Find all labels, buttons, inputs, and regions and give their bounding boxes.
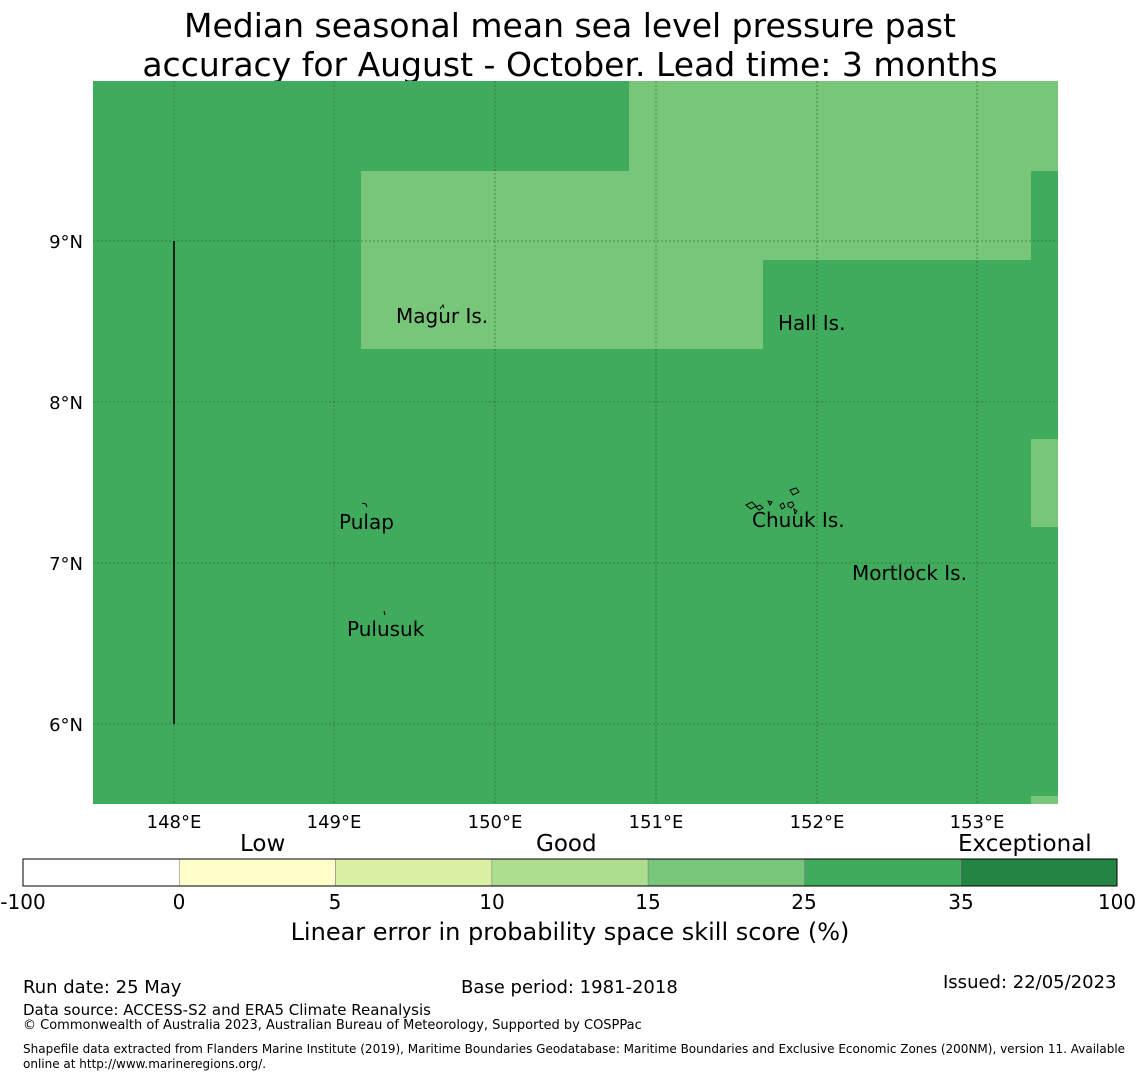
lon-tick-152e: 152°E [790,812,845,833]
lon-tick-150e: 150°E [468,812,523,833]
colorbar-cell [178,858,336,887]
place-label-mortlock: Mortlock Is. [852,561,967,585]
place-label-pulusuk: Pulusuk [347,617,425,641]
colorbar [22,858,1118,887]
colorbar-cell [960,858,1118,887]
colorbar-tick: -100 [0,890,46,914]
place-label-pulap: Pulap [339,510,394,534]
chart-title-line-1: Median seasonal mean sea level pressure … [184,6,956,45]
colorbar-cell [804,858,962,887]
run-date: Run date: 25 May [23,977,182,998]
skill-patch-15-25-east [1031,439,1058,527]
pulusuk-island [383,610,386,616]
place-label-chuuk: Chuuk Is. [752,508,845,532]
colorbar-cell [22,858,180,887]
shapefile-credit-line-1: Shapefile data extracted from Flanders M… [23,1042,1126,1056]
colorbar-tick: 35 [948,890,974,914]
colorbar-tick: 15 [635,890,661,914]
colorbar-tick: 0 [172,890,186,914]
chuuk-lagoon-islands [745,487,800,516]
lat-tick-6n: 6°N [49,715,83,736]
chart-title-line-2: accuracy for August - October. Lead time… [142,45,998,84]
data-source: Data source: ACCESS-S2 and ERA5 Climate … [23,1001,431,1019]
colorbar-cell [647,858,805,887]
colorbar-tick: 10 [479,890,505,914]
skill-patch-15-25-southeast [1031,796,1058,804]
lon-tick-151e: 151°E [629,812,684,833]
skill-patch-15-25-lower [361,260,763,349]
lon-tick-148e: 148°E [147,812,202,833]
magur-island [439,303,445,310]
colorbar-outline [22,858,1118,887]
lon-tick-153e: 153°E [950,812,1005,833]
issued-date: Issued: 22/05/2023 [943,972,1117,993]
place-label-hall: Hall Is. [778,311,845,335]
mortlock-island [910,565,913,570]
colorbar-cell [335,858,493,887]
shapefile-credit-line-2: online at http://www.marineregions.org/. [23,1057,267,1071]
lat-tick-8n: 8°N [49,393,83,414]
pulap-island [361,502,368,508]
island-outlines [361,303,913,616]
colorbar-label: Linear error in probability space skill … [290,918,850,946]
base-period: Base period: 1981-2018 [461,977,678,998]
colorbar-tick: 25 [791,890,817,914]
skill-patch-15-25-north [629,81,1058,171]
legend-category-exceptional: Exceptional [958,831,1092,857]
copyright: © Commonwealth of Australia 2023, Austra… [23,1018,642,1033]
colorbar-tick: 100 [1097,890,1137,914]
lat-tick-9n: 9°N [49,232,83,253]
colorbar-cell [491,858,649,887]
skill-patch-15-25-upper [361,171,1031,260]
lat-tick-7n: 7°N [49,554,83,575]
legend-category-low: Low [240,831,286,857]
legend-category-good: Good [536,831,597,857]
lon-tick-149e: 149°E [307,812,362,833]
colorbar-tick: 5 [328,890,342,914]
place-label-magur: Magur Is. [396,304,488,328]
